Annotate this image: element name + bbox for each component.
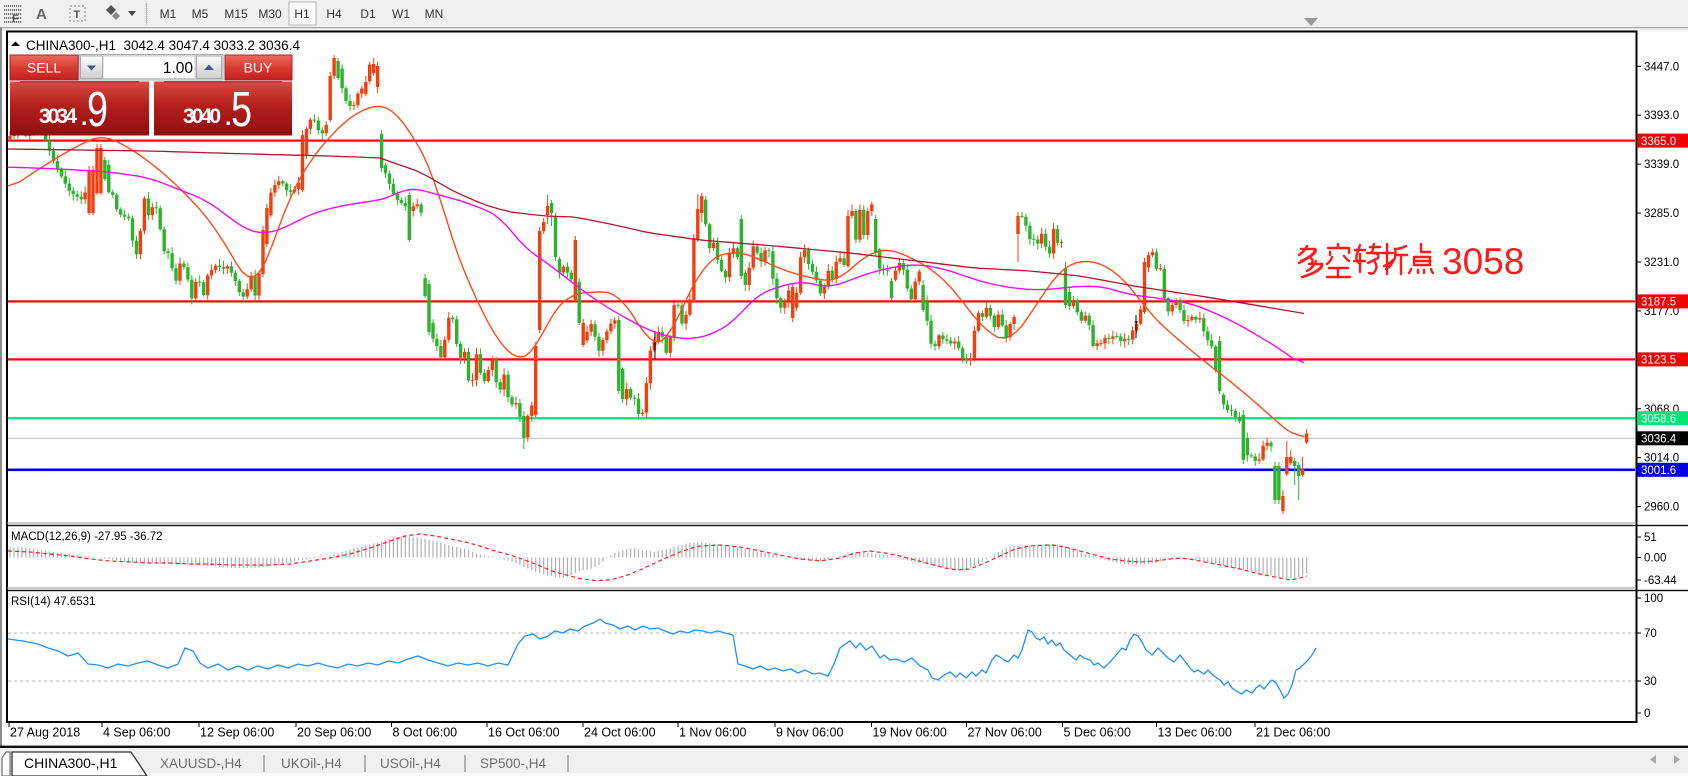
svg-text:3034: 3034: [39, 105, 77, 128]
svg-text:20 Sep 06:00: 20 Sep 06:00: [297, 726, 371, 740]
svg-text:3177.0: 3177.0: [1644, 306, 1679, 318]
svg-text:BUY: BUY: [244, 60, 273, 76]
svg-text:3036.4: 3036.4: [1641, 434, 1677, 446]
svg-text:SELL: SELL: [27, 60, 61, 76]
svg-text:H4: H4: [326, 7, 342, 21]
svg-text:M30: M30: [258, 7, 282, 21]
svg-text:.: .: [225, 104, 231, 130]
svg-text:CHINA300-,H1 3042.4 3047.4 30: CHINA300-,H1 3042.4 3047.4 3033.2 3036.4: [26, 38, 300, 53]
svg-text:100: 100: [1644, 593, 1663, 605]
svg-text:24 Oct 06:00: 24 Oct 06:00: [584, 726, 656, 740]
svg-text:3058.6: 3058.6: [1641, 413, 1676, 425]
svg-text:13 Dec 06:00: 13 Dec 06:00: [1158, 726, 1232, 740]
svg-text:16 Oct 06:00: 16 Oct 06:00: [488, 726, 560, 740]
svg-text:1 Nov 06:00: 1 Nov 06:00: [679, 726, 746, 740]
svg-text:9: 9: [87, 83, 108, 137]
svg-text:30: 30: [1644, 676, 1657, 688]
svg-text:H1: H1: [294, 7, 310, 21]
svg-text:3339.0: 3339.0: [1644, 159, 1679, 171]
svg-text:8 Oct 06:00: 8 Oct 06:00: [393, 726, 458, 740]
svg-text:9 Nov 06:00: 9 Nov 06:00: [776, 726, 843, 740]
svg-text:0: 0: [1644, 708, 1650, 720]
svg-text:3040: 3040: [183, 105, 221, 128]
svg-text:XAUUSD-,H4: XAUUSD-,H4: [160, 756, 242, 771]
svg-text:SP500-,H4: SP500-,H4: [480, 756, 547, 771]
svg-text:.: .: [81, 104, 87, 130]
svg-text:T: T: [74, 9, 81, 21]
svg-text:4 Sep 06:00: 4 Sep 06:00: [103, 726, 170, 740]
svg-text:5: 5: [231, 83, 252, 137]
svg-text:3285.0: 3285.0: [1644, 208, 1679, 220]
svg-text:12 Sep 06:00: 12 Sep 06:00: [200, 726, 274, 740]
svg-text:UKOil-,H4: UKOil-,H4: [281, 756, 342, 771]
svg-text:51: 51: [1644, 532, 1657, 544]
svg-text:W1: W1: [392, 7, 410, 21]
svg-text:3001.6: 3001.6: [1641, 465, 1676, 477]
svg-text:RSI(14) 47.6531: RSI(14) 47.6531: [11, 596, 95, 608]
svg-text:3365.0: 3365.0: [1641, 136, 1676, 148]
svg-text:F: F: [12, 13, 19, 25]
svg-text:0.00: 0.00: [1644, 553, 1666, 565]
svg-text:M5: M5: [192, 7, 209, 21]
svg-text:3447.0: 3447.0: [1644, 61, 1679, 73]
svg-text:MACD(12,26,9) -27.95 -36.72: MACD(12,26,9) -27.95 -36.72: [11, 531, 163, 543]
svg-text:1.00: 1.00: [163, 60, 194, 77]
svg-text:3014.0: 3014.0: [1644, 453, 1679, 465]
svg-text:USOil-,H4: USOil-,H4: [380, 756, 441, 771]
svg-text:MN: MN: [425, 7, 444, 21]
svg-text:19 Nov 06:00: 19 Nov 06:00: [873, 726, 947, 740]
svg-text:A: A: [36, 6, 47, 23]
svg-text:3393.0: 3393.0: [1644, 110, 1679, 122]
svg-text:2960.0: 2960.0: [1644, 502, 1679, 514]
svg-text:3123.5: 3123.5: [1641, 355, 1676, 367]
svg-text:21 Dec 06:00: 21 Dec 06:00: [1256, 726, 1330, 740]
svg-text:3231.0: 3231.0: [1644, 257, 1679, 269]
svg-text:5 Dec 06:00: 5 Dec 06:00: [1064, 726, 1131, 740]
svg-text:M1: M1: [160, 7, 177, 21]
svg-text:-63.44: -63.44: [1644, 575, 1677, 587]
svg-text:27 Nov 06:00: 27 Nov 06:00: [968, 726, 1042, 740]
svg-text:3058: 3058: [1442, 241, 1524, 282]
svg-text:70: 70: [1644, 628, 1657, 640]
svg-text:M15: M15: [224, 7, 248, 21]
svg-text:CHINA300-,H1: CHINA300-,H1: [24, 755, 118, 771]
svg-text:D1: D1: [360, 7, 376, 21]
svg-text:3187.5: 3187.5: [1641, 297, 1676, 309]
svg-text:27 Aug 2018: 27 Aug 2018: [10, 726, 80, 740]
